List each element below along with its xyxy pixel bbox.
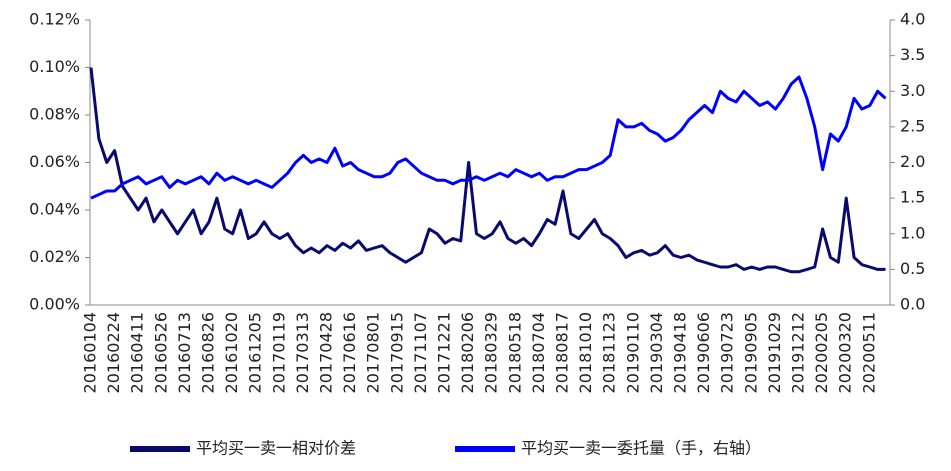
y2-tick-label: 3.0 xyxy=(900,81,925,100)
y2-tick-label: 3.5 xyxy=(900,45,925,64)
y-tick-label: 0.12% xyxy=(29,10,80,29)
x-tick-label: 20170428 xyxy=(317,312,336,393)
y2-tick-label: 1.0 xyxy=(900,223,925,242)
x-tick-label: 20170119 xyxy=(269,312,288,393)
y2-tick-label: 1.5 xyxy=(900,188,925,207)
y2-tick-label: 0.5 xyxy=(900,259,925,278)
x-tick-label: 20171107 xyxy=(411,312,430,393)
x-tick-label: 20161205 xyxy=(246,312,265,393)
x-tick-label: 20160411 xyxy=(128,312,147,393)
x-tick-label: 20200511 xyxy=(859,312,878,393)
x-tick-label: 20170915 xyxy=(387,312,406,393)
y-tick-label: 0.04% xyxy=(29,200,80,219)
x-tick-label: 20160224 xyxy=(104,312,123,393)
x-tick-label: 20160826 xyxy=(199,312,218,393)
legend-label: 平均买一卖一相对价差 xyxy=(196,439,356,458)
y-tick-label: 0.10% xyxy=(29,57,80,76)
x-tick-label: 20190905 xyxy=(741,312,760,393)
y2-tick-label: 2.0 xyxy=(900,152,925,171)
x-tick-label: 20190418 xyxy=(671,312,690,393)
series-line xyxy=(89,67,886,274)
y2-tick-label: 2.5 xyxy=(900,116,925,135)
x-tick-label: 20161020 xyxy=(222,312,241,393)
x-tick-label: 20160713 xyxy=(175,312,194,393)
x-tick-label: 20160104 xyxy=(81,312,100,393)
x-tick-label: 20180206 xyxy=(458,312,477,393)
y2-tick-label: 0.0 xyxy=(900,295,925,314)
x-tick-label: 20190723 xyxy=(718,312,737,393)
x-tick-label: 20190606 xyxy=(694,312,713,393)
y2-tick-label: 4.0 xyxy=(900,10,925,29)
x-tick-label: 20160526 xyxy=(151,312,170,393)
x-tick-label: 20191212 xyxy=(789,312,808,393)
y-tick-label: 0.06% xyxy=(29,152,80,171)
legend-label: 平均买一卖一委托量（手，右轴） xyxy=(521,439,761,458)
x-tick-label: 20180817 xyxy=(553,312,572,393)
x-tick-label: 20181010 xyxy=(576,312,595,393)
x-tick-label: 20170801 xyxy=(364,312,383,393)
x-tick-label: 20191029 xyxy=(765,312,784,393)
x-tick-label: 20190110 xyxy=(623,312,642,393)
x-tick-label: 20180518 xyxy=(505,312,524,393)
y-tick-label: 0.02% xyxy=(29,247,80,266)
x-tick-label: 20180704 xyxy=(529,312,548,393)
y-tick-label: 0.00% xyxy=(29,295,80,314)
x-tick-label: 20181123 xyxy=(600,312,619,393)
x-tick-label: 20180329 xyxy=(482,312,501,393)
x-tick-label: 20190304 xyxy=(647,312,666,393)
x-tick-label: 20170616 xyxy=(340,312,359,393)
series-line xyxy=(90,75,887,200)
x-tick-label: 20200205 xyxy=(812,312,831,393)
x-tick-label: 20171221 xyxy=(435,312,454,393)
y-tick-label: 0.08% xyxy=(29,105,80,124)
x-tick-label: 20170313 xyxy=(293,312,312,393)
x-tick-label: 20200320 xyxy=(836,312,855,393)
